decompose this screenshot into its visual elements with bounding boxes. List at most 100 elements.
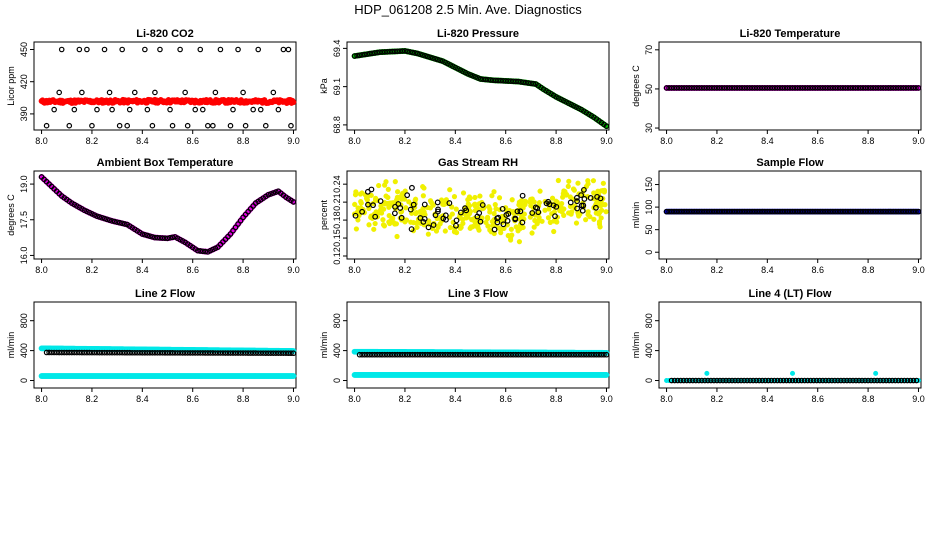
y-tick-label: 0.12 [332, 247, 342, 265]
data-point [576, 213, 582, 219]
data-point [686, 85, 693, 91]
y-tick-label: 50 [644, 225, 654, 235]
x-tick-label: 8.0 [660, 394, 673, 404]
series-group [38, 174, 297, 255]
data-point [804, 85, 811, 91]
data-point [230, 106, 236, 113]
data-point [162, 235, 168, 241]
data-point [199, 106, 206, 113]
x-tick-label: 8.4 [136, 265, 149, 275]
data-point [372, 220, 378, 227]
data-point [403, 217, 410, 223]
data-point [827, 85, 834, 91]
data-point [487, 77, 494, 83]
data-point [106, 217, 113, 223]
data-point [378, 203, 384, 209]
data-point [799, 85, 806, 91]
y-axis-label: degrees C [631, 65, 641, 107]
data-point [119, 220, 125, 227]
x-tick-label: 8.8 [550, 265, 563, 275]
data-point [217, 46, 224, 53]
data-point [502, 78, 509, 84]
data-point [393, 221, 400, 227]
data-point [789, 85, 796, 91]
data-point [242, 122, 249, 129]
data-point [394, 233, 400, 240]
series-group [663, 208, 922, 215]
data-point [121, 221, 128, 227]
y-axis-label: kPa [319, 78, 329, 94]
data-point [830, 85, 836, 91]
data-point [142, 46, 148, 53]
data-point [870, 85, 876, 91]
data-point [850, 85, 856, 91]
data-point [744, 85, 750, 91]
data-point [447, 187, 453, 193]
data-point [111, 218, 118, 225]
data-point [397, 48, 403, 54]
data-point [573, 220, 580, 226]
data-point [385, 186, 391, 192]
data-point [395, 189, 401, 195]
data-point [476, 227, 482, 233]
data-point [351, 53, 358, 59]
data-point [529, 230, 535, 236]
chart-panel-7: Line 2 Flow 8.0 8.2 8.4 8.6 8.8 9.0 0 400 800ml/m… [6, 288, 300, 404]
series-group [664, 370, 921, 384]
data-point [668, 85, 675, 91]
data-point [182, 89, 188, 96]
data-point [847, 85, 854, 91]
x-tick-label: 8.6 [499, 265, 512, 275]
data-point [152, 89, 158, 96]
x-tick-label: 9.0 [912, 265, 925, 275]
data-point [392, 48, 398, 55]
plot-frame [33, 170, 297, 260]
data-point [724, 85, 730, 91]
data-point [399, 48, 406, 54]
data-point [383, 179, 389, 185]
data-point [570, 186, 577, 192]
data-point [480, 76, 486, 83]
panel-title: Sample Flow [756, 157, 824, 169]
data-point [814, 85, 821, 91]
x-tick-label: 8.0 [660, 136, 673, 146]
x-tick-label: 8.0 [35, 265, 48, 275]
series-2 [351, 372, 610, 378]
data-point [721, 85, 728, 91]
y-tick-label: 400 [19, 343, 29, 358]
data-point [89, 122, 95, 129]
data-point [433, 228, 440, 234]
x-tick-label: 8.2 [86, 394, 99, 404]
data-point [525, 80, 532, 86]
data-point [734, 85, 740, 91]
data-point [270, 190, 277, 196]
series-group [351, 177, 609, 245]
chart-panel-6: Sample Flow 8.0 8.2 8.4 8.6 8.8 9.0 0 50 100 150ml… [631, 157, 925, 275]
data-point [164, 235, 171, 242]
data-point [144, 106, 151, 113]
data-point [142, 231, 148, 238]
x-tick-label: 9.0 [600, 394, 613, 404]
data-point [508, 226, 514, 232]
data-point [519, 192, 526, 199]
data-point [746, 85, 753, 91]
data-point [845, 85, 851, 91]
data-point [268, 191, 274, 197]
data-point [898, 85, 904, 91]
data-point [683, 85, 690, 91]
series-1 [38, 174, 297, 255]
data-point [359, 52, 365, 58]
y-tick-label: 800 [19, 313, 29, 328]
data-point [467, 225, 473, 231]
data-point [477, 76, 484, 82]
data-point [361, 51, 368, 58]
data-point [192, 106, 199, 113]
data-point [600, 180, 606, 186]
data-point [596, 221, 603, 227]
x-tick-label: 8.2 [711, 136, 724, 146]
data-point [429, 55, 436, 61]
data-point [56, 89, 62, 96]
data-point [417, 208, 424, 214]
data-point [903, 85, 909, 91]
data-point [227, 122, 234, 129]
